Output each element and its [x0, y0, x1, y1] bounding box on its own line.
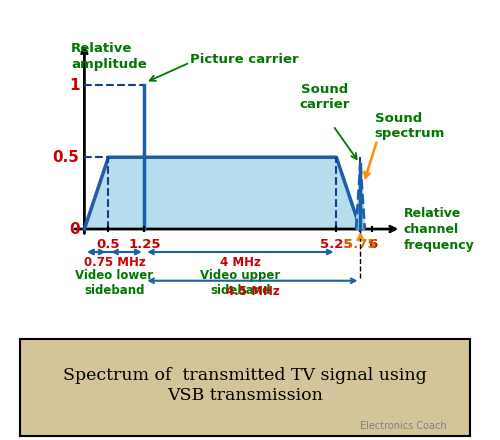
Text: 1.25: 1.25	[128, 238, 160, 251]
Text: Sound
spectrum: Sound spectrum	[375, 112, 445, 139]
Text: Spectrum of  transmitted TV signal using
VSB transmission: Spectrum of transmitted TV signal using …	[63, 367, 427, 403]
Text: 4.5 MHz: 4.5 MHz	[226, 285, 280, 298]
Text: Video upper
sideband: Video upper sideband	[200, 269, 280, 297]
Text: Relative
channel
frequency: Relative channel frequency	[404, 206, 474, 252]
Text: Sound
carrier: Sound carrier	[299, 83, 350, 111]
Text: 5.25: 5.25	[320, 238, 352, 251]
Text: 0: 0	[69, 221, 80, 237]
Text: Electronics Coach: Electronics Coach	[360, 421, 446, 431]
Text: 4 MHz: 4 MHz	[220, 257, 261, 269]
Text: 0.75 MHz: 0.75 MHz	[84, 257, 146, 269]
Polygon shape	[84, 157, 360, 229]
Text: 1: 1	[69, 78, 80, 93]
Text: 0.5: 0.5	[52, 150, 80, 165]
Text: Picture carrier: Picture carrier	[190, 53, 298, 66]
Text: Relative
amplitude: Relative amplitude	[71, 42, 146, 71]
Text: 6: 6	[368, 238, 377, 251]
Text: 0.5: 0.5	[96, 238, 120, 251]
Text: 5.75: 5.75	[344, 238, 376, 251]
Text: Video lower
sideband: Video lower sideband	[76, 269, 154, 297]
Polygon shape	[356, 165, 364, 229]
